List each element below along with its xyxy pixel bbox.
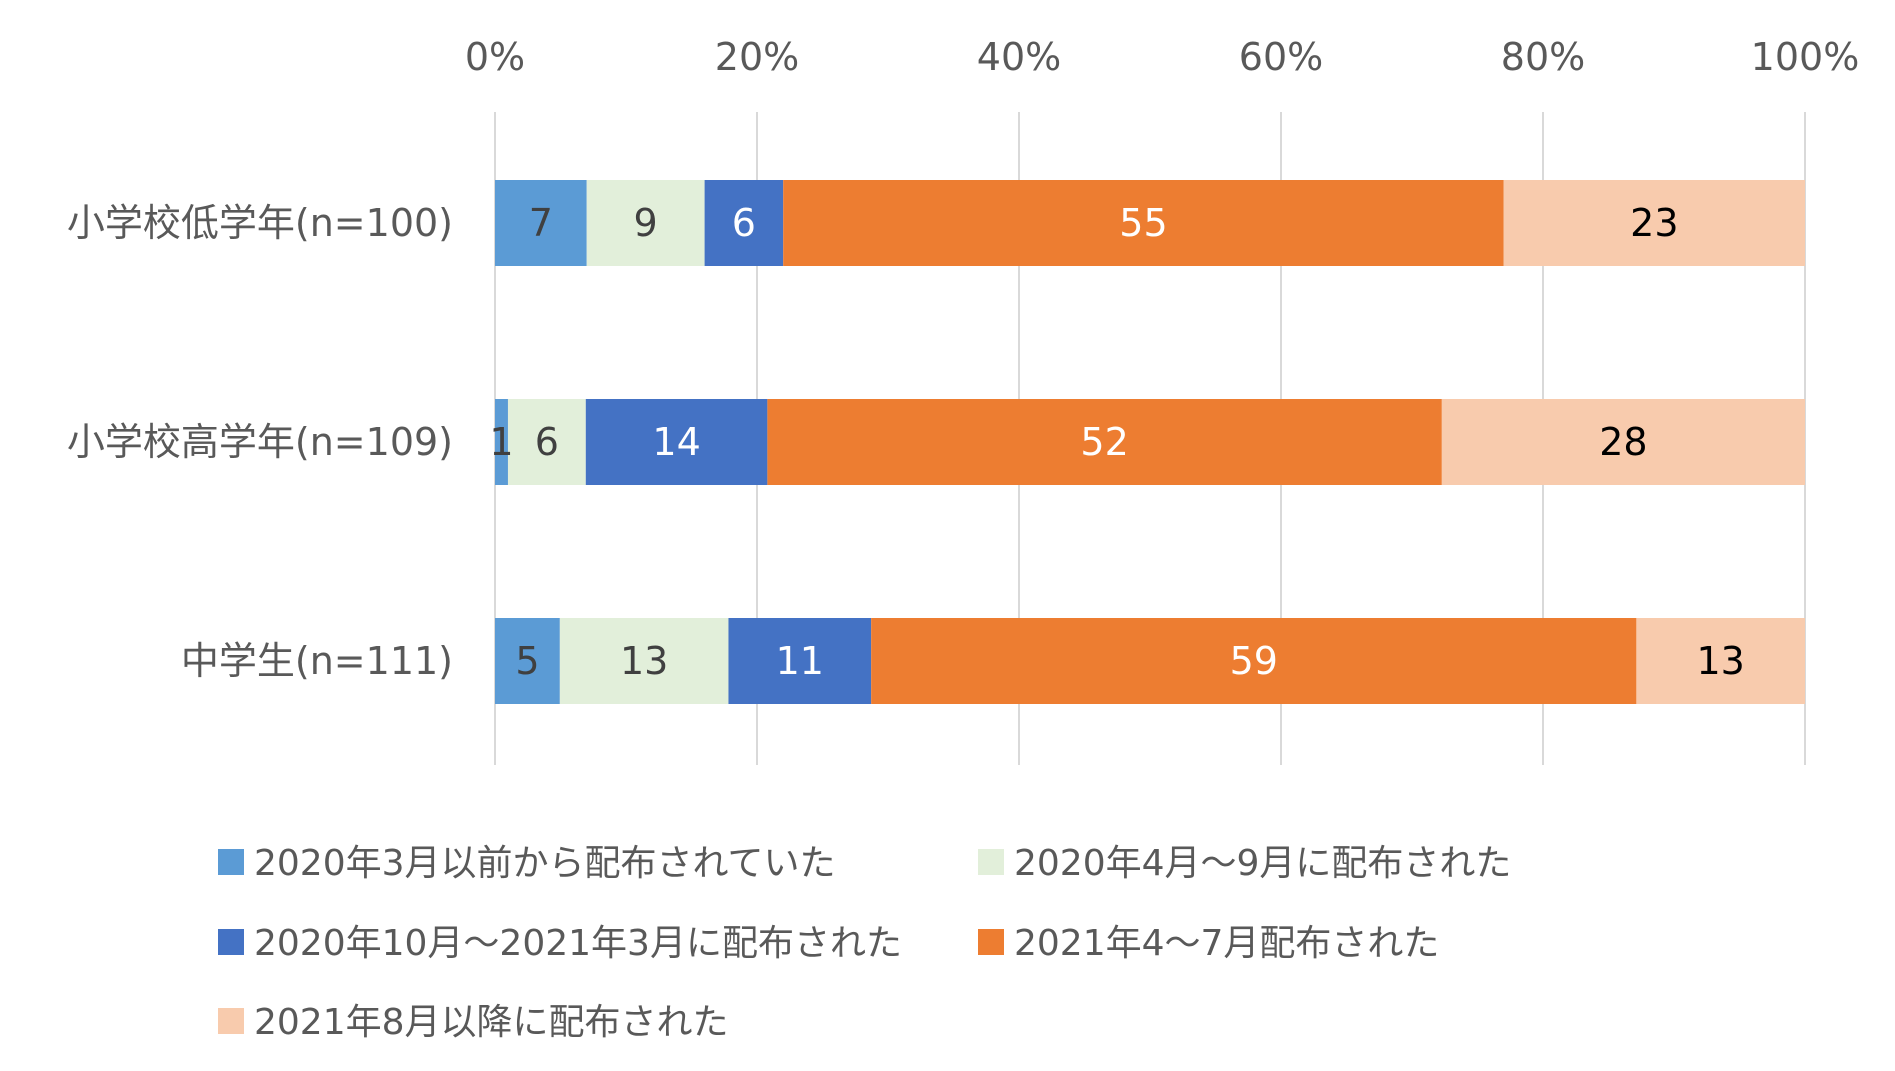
data-label: 13 xyxy=(1697,639,1745,683)
bar-segment xyxy=(495,399,508,485)
bar-segment xyxy=(507,399,586,485)
x-tick-label: 80% xyxy=(1501,35,1585,79)
data-label: 6 xyxy=(732,201,756,245)
bar-segment xyxy=(1503,180,1805,266)
data-label: 52 xyxy=(1080,420,1128,464)
legend-label: 2021年4～7月配布された xyxy=(1014,923,1439,964)
bar-segment xyxy=(767,399,1442,485)
bar-segment xyxy=(1441,399,1805,485)
data-labels: 7 9 6 55 231 6 14 52 285 13 11 59 13 xyxy=(489,201,1744,683)
bar-segment xyxy=(586,180,705,266)
legend-swatch xyxy=(218,1008,244,1034)
x-axis-tick-labels: 0% 20% 40% 60% 80% 100% xyxy=(465,35,1859,79)
data-label: 14 xyxy=(652,420,700,464)
data-label: 13 xyxy=(620,639,668,683)
legend-label: 2021年8月以降に配布された xyxy=(254,1002,729,1043)
legend-label: 2020年4月～9月に配布された xyxy=(1014,843,1511,884)
legend: 2020年3月以前から配布されていた 2020年4月～9月に配布された 2020年1… xyxy=(218,843,1511,1043)
data-label: 28 xyxy=(1599,420,1647,464)
bar-segments xyxy=(495,180,1805,704)
legend-swatch xyxy=(978,929,1004,955)
category-label: 小学校低学年(n=100) xyxy=(67,201,453,245)
bar-segment xyxy=(559,618,729,704)
bar-segment xyxy=(704,180,784,266)
x-tick-label: 60% xyxy=(1239,35,1323,79)
bar-segment xyxy=(585,399,768,485)
bar-segment xyxy=(728,618,872,704)
category-label: 中学生(n=111) xyxy=(181,639,453,683)
category-label: 小学校高学年(n=109) xyxy=(67,420,453,464)
legend-swatch xyxy=(978,849,1004,875)
data-label: 11 xyxy=(776,639,824,683)
data-label: 5 xyxy=(515,639,539,683)
bar-segment xyxy=(871,618,1637,704)
data-label: 6 xyxy=(535,420,559,464)
data-label: 7 xyxy=(529,201,553,245)
bar-segment xyxy=(783,180,1504,266)
data-label: 1 xyxy=(489,420,513,464)
legend-swatch xyxy=(218,929,244,955)
data-label: 59 xyxy=(1230,639,1278,683)
x-tick-label: 20% xyxy=(715,35,799,79)
x-tick-label: 100% xyxy=(1751,35,1860,79)
x-tick-label: 0% xyxy=(465,35,525,79)
bar-segment xyxy=(1636,618,1805,704)
data-label: 23 xyxy=(1630,201,1678,245)
data-label: 9 xyxy=(634,201,658,245)
bar-segment xyxy=(495,180,587,266)
legend-swatch xyxy=(218,849,244,875)
x-tick-label: 40% xyxy=(977,35,1061,79)
category-axis-labels: 小学校低学年(n=100) 小学校高学年(n=109) 中学生(n=111) xyxy=(67,201,453,683)
data-label: 55 xyxy=(1119,201,1167,245)
bar-segment xyxy=(495,618,560,704)
legend-label: 2020年10月～2021年3月に配布された xyxy=(254,923,902,964)
legend-label: 2020年3月以前から配布されていた xyxy=(254,843,835,884)
